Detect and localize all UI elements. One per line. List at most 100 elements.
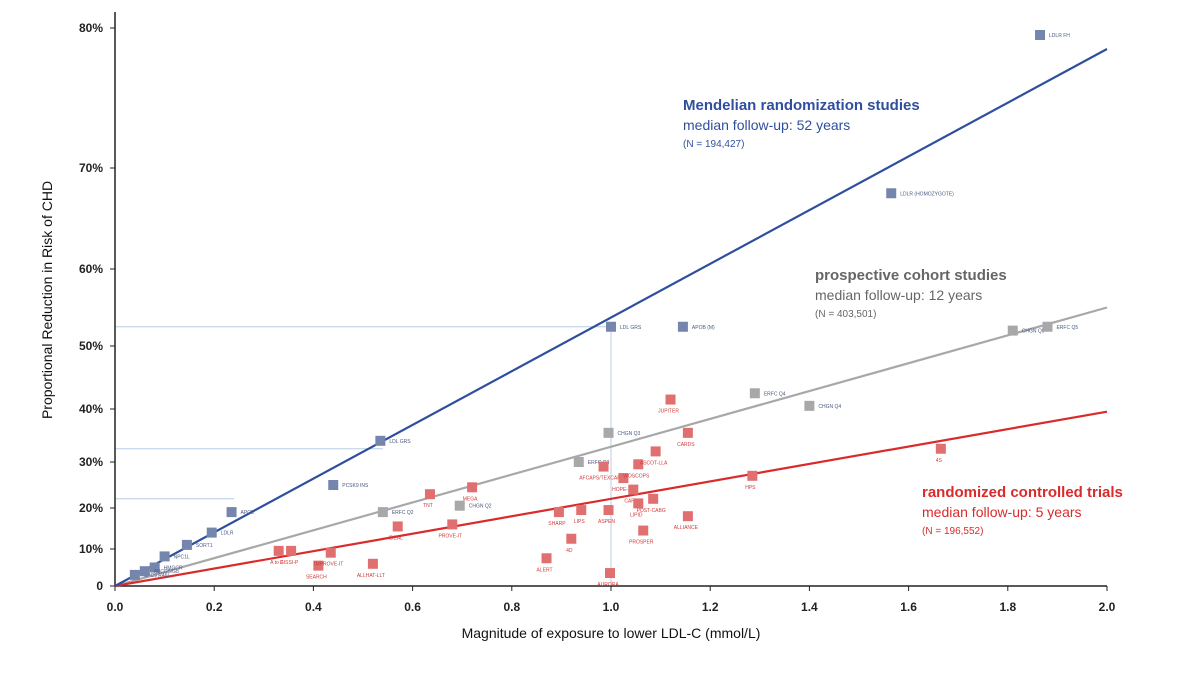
data-point-label: SORT1 — [196, 543, 213, 549]
data-point-label: NPC1L — [174, 554, 190, 560]
series-annotation-title: randomized controlled trials — [922, 484, 1123, 501]
series-annotation-title: Mendelian randomization studies — [683, 97, 920, 114]
data-point — [325, 547, 336, 558]
data-point — [747, 470, 758, 481]
data-point-label: LIPID — [630, 512, 643, 518]
data-point-label: HOPE-3 — [612, 487, 631, 493]
data-point-label: LDL GRS — [620, 325, 642, 331]
series-annotation-followup: median follow-up: 52 years — [683, 117, 850, 133]
series-annotation-followup: median follow-up: 5 years — [922, 504, 1082, 520]
data-point-label: CHGN Q5 — [1022, 329, 1045, 335]
data-point — [286, 545, 297, 556]
data-point — [650, 446, 661, 457]
data-point — [573, 457, 584, 467]
data-point — [576, 505, 587, 516]
data-point-label: IMPROVE-IT — [314, 562, 343, 568]
series-annotation-n: (N = 194,427) — [683, 139, 744, 150]
x-tick-label: 0.8 — [503, 600, 520, 614]
data-point-label: ALERT — [537, 567, 553, 573]
data-point-label: PCSK9 INS — [342, 483, 369, 489]
data-point — [638, 525, 649, 536]
data-point-label: ERFC Q5 — [1056, 325, 1078, 331]
data-point-label: HPS — [745, 485, 756, 491]
data-point-label: CARDS — [677, 442, 695, 448]
data-point — [566, 533, 577, 544]
data-point — [139, 566, 150, 577]
data-point-label: ASCOT-LLA — [640, 460, 668, 466]
data-point — [392, 521, 403, 532]
data-point — [648, 493, 659, 504]
data-point — [749, 388, 760, 399]
data-point-label: LDL GRS — [389, 439, 411, 445]
data-point — [226, 507, 237, 518]
y-axis-title: Proportional Reduction in Risk of CHD — [39, 181, 55, 419]
data-point-label: ALLIANCE — [674, 525, 699, 531]
y-tick-label: 10% — [79, 542, 103, 556]
y-tick-label: 40% — [79, 402, 103, 416]
data-point — [454, 500, 465, 511]
data-point — [628, 484, 639, 495]
data-point — [553, 507, 564, 518]
data-point — [149, 562, 160, 573]
x-tick-label: 1.6 — [900, 600, 917, 614]
data-point-label: SHARP — [548, 521, 566, 527]
data-point-label: JUPITER — [658, 409, 679, 415]
data-point-label: WOSCOPS — [623, 473, 650, 479]
data-point-label: APOB (M) — [692, 325, 715, 331]
data-point-label: LDLR (HOMOZYGOTE) — [900, 191, 954, 197]
series-annotation-n: (N = 196,552) — [922, 526, 983, 537]
data-point — [1007, 325, 1018, 336]
data-point — [606, 321, 616, 332]
fit-line — [114, 306, 1108, 588]
y-tick-label: 70% — [79, 161, 103, 175]
data-point — [206, 527, 217, 538]
series-annotation-followup: median follow-up: 12 years — [815, 287, 982, 303]
data-point — [541, 553, 552, 564]
data-point-label: POST-CABG — [637, 508, 666, 514]
data-point-label: 4D — [566, 548, 573, 554]
data-point — [804, 400, 815, 411]
data-point-label: PROVE-IT — [438, 533, 462, 539]
data-point — [665, 394, 676, 405]
data-point-label: MEGA — [463, 496, 478, 502]
data-point — [603, 427, 614, 438]
data-point — [677, 321, 688, 332]
data-point-label: ERFC Q4 — [764, 391, 786, 397]
data-point-label: PROSPER — [629, 540, 654, 546]
y-tick-label: 0 — [96, 579, 103, 593]
data-point-label: ABCG5/G8 — [154, 569, 179, 575]
data-point-label: HMGCR — [164, 566, 183, 572]
data-point-label: GISSI-P — [280, 560, 299, 566]
data-point-label: CARE — [624, 499, 639, 505]
data-point-label: LDLR FH — [1049, 33, 1070, 39]
data-point — [447, 519, 458, 530]
data-point-label: 4S — [936, 458, 943, 464]
series-annotation-n: (N = 403,501) — [815, 309, 876, 320]
data-point-label: CHGN Q3 — [618, 431, 641, 437]
data-point — [1042, 321, 1053, 332]
data-point-label: LDLR — [221, 531, 234, 537]
data-point — [328, 480, 339, 490]
data-point — [159, 551, 170, 562]
y-tick-label: 50% — [79, 339, 103, 353]
fit-line — [114, 48, 1108, 587]
data-point-label: ALLHAT-LLT — [357, 573, 385, 579]
data-point-label: SPC9 R46L — [144, 573, 171, 579]
data-point-label: ERFC Q2 — [392, 510, 414, 516]
y-tick-label: 30% — [79, 455, 103, 469]
data-point — [129, 569, 140, 580]
series-annotation-title: prospective cohort studies — [815, 267, 1007, 284]
x-axis-title: Magnitude of exposure to lower LDL-C (mm… — [462, 625, 761, 641]
data-point — [181, 539, 192, 550]
data-point-label: TNT — [423, 503, 433, 509]
data-point — [603, 505, 614, 516]
data-point — [375, 435, 386, 446]
y-tick-label: 80% — [79, 21, 103, 35]
x-tick-label: 1.2 — [702, 600, 719, 614]
data-point-label: LIPS — [574, 519, 586, 525]
data-point — [1035, 30, 1046, 40]
fit-line — [114, 410, 1108, 588]
data-point — [886, 188, 897, 199]
x-tick-label: 1.4 — [801, 600, 818, 614]
